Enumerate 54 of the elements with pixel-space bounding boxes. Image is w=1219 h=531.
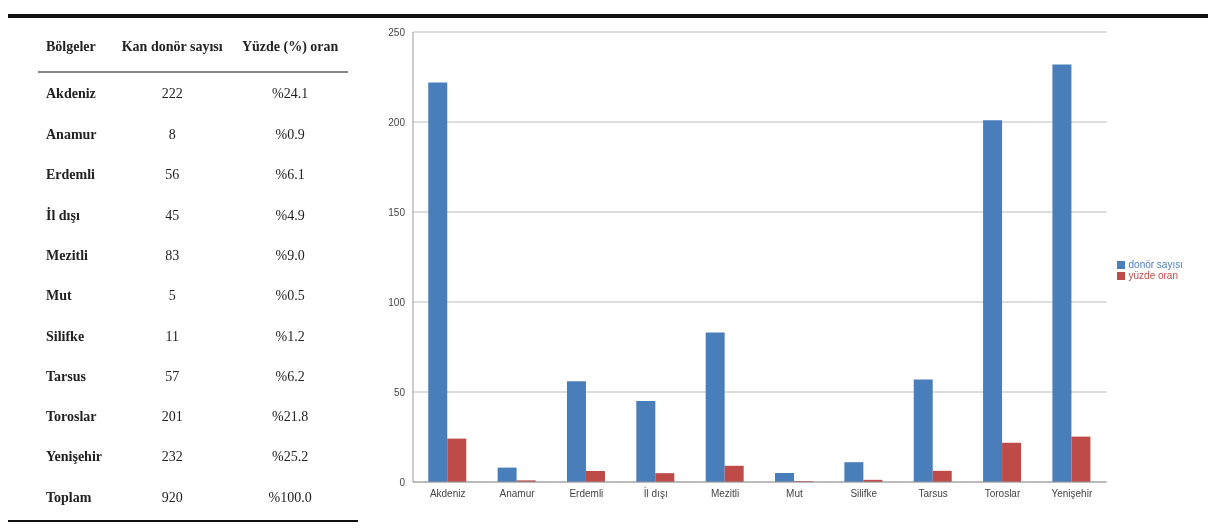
x-tick-label: Mut xyxy=(786,488,803,500)
x-tick-label: Akdeniz xyxy=(429,488,466,500)
text: Toplam xyxy=(45,488,93,507)
text: Toroslar xyxy=(45,408,98,427)
x-tick-label: Anamur xyxy=(499,488,536,500)
y-tick-label: 150 xyxy=(388,206,406,218)
text: %6.2 xyxy=(274,367,306,386)
text: %4.9 xyxy=(274,206,306,225)
text: Yüzde (%) oran xyxy=(240,37,340,56)
text: 920 xyxy=(160,488,184,507)
x-tick-label: İl dışı xyxy=(643,487,668,500)
text: %0.9 xyxy=(274,126,306,144)
text: 8 xyxy=(167,126,177,144)
text: %25.2 xyxy=(271,448,310,467)
text: 56 xyxy=(164,166,181,185)
text: Tarsus xyxy=(45,367,87,386)
text: 232 xyxy=(160,448,184,467)
y-tick-label: 200 xyxy=(388,116,406,128)
text: 222 xyxy=(160,84,184,103)
text: 45 xyxy=(164,206,181,225)
y-tick-label: 100 xyxy=(388,296,406,308)
x-tick-label: Yenişehir xyxy=(1051,488,1093,500)
text: %1.2 xyxy=(274,327,306,346)
text: Bölgeler xyxy=(45,37,97,56)
text: %24.1 xyxy=(271,84,310,103)
x-tick-label: Erdemli xyxy=(569,488,604,500)
y-tick-label: 0 xyxy=(399,476,406,488)
y-tick-label: 250 xyxy=(388,26,406,38)
x-tick-label: Mezitli xyxy=(710,488,740,500)
legend-label: donör sayısı xyxy=(1128,258,1183,270)
y-tick-label: 50 xyxy=(393,386,406,398)
legend-label: yüzde oran xyxy=(1128,269,1178,281)
text: %0.5 xyxy=(274,287,306,306)
text: %6.1 xyxy=(274,166,306,185)
text: Mut xyxy=(45,287,73,306)
text: İl dışı xyxy=(45,206,81,225)
text: %21.8 xyxy=(271,408,310,427)
x-tick-label: Toroslar xyxy=(984,488,1021,500)
text: Anamur xyxy=(45,126,98,144)
text: Mezitli xyxy=(45,246,89,265)
text: Kan donör sayısı xyxy=(120,37,224,56)
text: Silifke xyxy=(45,327,86,346)
text: 201 xyxy=(160,408,184,427)
text: %9.0 xyxy=(274,246,306,265)
x-tick-label: Silifke xyxy=(850,488,878,500)
text: 11 xyxy=(164,327,180,346)
text: 57 xyxy=(164,367,181,386)
text: Yenişehir xyxy=(45,448,103,467)
text: %100.0 xyxy=(267,488,313,507)
x-tick-label: Tarsus xyxy=(918,488,948,500)
text: 83 xyxy=(164,246,181,265)
text: 5 xyxy=(167,287,177,306)
text: Akdeniz xyxy=(45,84,97,103)
text: Erdemli xyxy=(45,166,96,185)
